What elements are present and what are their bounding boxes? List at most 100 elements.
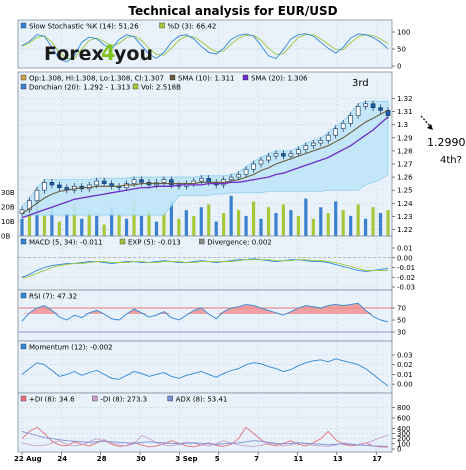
candle-body [27, 200, 32, 211]
macd-axis-tick-label: 0.00 [397, 254, 413, 262]
volume-bar [341, 210, 345, 236]
candle-body [370, 103, 376, 109]
price-legend-swatch [20, 74, 27, 81]
candle-body [288, 153, 294, 157]
macd-axis-tick-label: -0.01 [397, 264, 415, 272]
date-tick-label: 30 [136, 455, 146, 463]
candle-body [131, 179, 137, 184]
date-tick-label: 5 [215, 455, 220, 463]
volume-bar [304, 198, 308, 236]
volume-bar [169, 201, 173, 236]
candle-body [94, 180, 99, 186]
dmi-legend-swatch [167, 395, 173, 402]
candle-body [333, 128, 339, 136]
rsi-panel-frame [17, 289, 393, 342]
volume-bar [289, 210, 293, 236]
volume-tick-label: 20B [1, 203, 15, 211]
volume-bar [184, 210, 188, 236]
stochastic-legend-label: %D (3): 66.42 [168, 23, 217, 31]
dmi-axis-tick-label: 400 [397, 425, 410, 433]
date-tick-label: 3 Sep [175, 455, 197, 463]
stochastic-legend-swatch [20, 22, 27, 29]
volume-bar [251, 201, 256, 236]
date-tick-label: 28 [97, 455, 107, 463]
momentum-line [21, 358, 389, 387]
volume-bar [50, 207, 54, 236]
dmi-axis-tick-label: 0 [397, 446, 401, 454]
sma20-line [21, 116, 389, 219]
volume-tick-label: 0B [1, 233, 10, 241]
dmi-axis-tick-label: 600 [397, 414, 410, 422]
rsi-legend-swatch [20, 292, 27, 299]
volume-bar [207, 204, 211, 236]
volume-bar [177, 218, 181, 236]
candle-body [101, 180, 107, 184]
candle-body [42, 182, 47, 191]
macd-legend-swatch [199, 238, 205, 245]
volume-bar [296, 215, 300, 236]
dmi-legend-swatch [92, 395, 98, 402]
volume-bar [80, 218, 84, 236]
volume-bar [244, 215, 248, 236]
volume-bar [132, 198, 136, 236]
dmi-legend-label: -DI (8): 273.3 [100, 396, 147, 404]
chart-title: Technical analysis for EUR/USD [128, 4, 338, 18]
candle-body [198, 178, 204, 182]
logo-text-you: you [114, 43, 153, 65]
macd-axis-tick-label: 0.01 [397, 245, 413, 253]
candle-body [363, 103, 368, 107]
sma10-line [21, 109, 389, 215]
price-axis-tick-label: 1.29 [397, 134, 413, 142]
volume-bar [20, 218, 24, 236]
stochastic-axis-tick-label: 0 [397, 63, 401, 71]
macd-legend-label: EXP (5): -0.013 [128, 239, 181, 247]
candle-body [139, 179, 144, 183]
date-tick-label: 7 [254, 455, 259, 463]
price-legend-swatch [132, 83, 139, 90]
logo-text-digit: 4 [101, 41, 116, 65]
macd-legend-label: MACD (5, 34): -0.011 [29, 239, 103, 247]
volume-bar [42, 215, 47, 236]
volume-bar [274, 213, 278, 236]
macd-legend-swatch [119, 238, 126, 245]
annotation-4th: 4th? [440, 155, 462, 166]
momentum-axis-tick-label: 0.03 [397, 351, 413, 359]
dmi-line [21, 434, 389, 447]
volume-bar [266, 207, 271, 236]
candle-body [378, 107, 383, 111]
dmi-panel-frame [17, 392, 393, 453]
candle-body [325, 134, 331, 141]
trend-arrow-line [420, 115, 432, 128]
date-tick-label: 17 [372, 455, 382, 463]
date-tick-label: 24 [57, 455, 67, 463]
price-axis-tick-label: 1.26 [397, 174, 413, 182]
volume-bar [311, 218, 315, 236]
price-legend-swatch [169, 74, 176, 81]
price-legend-label: SMA (20): 1.306 [251, 75, 308, 83]
price-legend-label: Vol: 2.518B [141, 84, 181, 92]
dmi-axis-tick-label: 800 [397, 404, 410, 412]
rsi-axis-tick-label: 70 [397, 305, 406, 313]
candle-body [266, 155, 271, 161]
momentum-panel-frame [17, 340, 393, 394]
volume-bar [237, 210, 241, 236]
macd-legend-swatch [20, 238, 27, 245]
stochastic-axis-tick-label: 50 [397, 46, 406, 54]
dmi-axis-tick-label: 200 [397, 435, 410, 443]
rsi-overbought-fill [22, 303, 388, 314]
price-axis-tick-label: 1.32 [397, 95, 413, 103]
volume-bar [199, 207, 203, 236]
volume-bar [222, 213, 226, 236]
volume-bar [349, 215, 353, 236]
volume-tick-label: 30B [1, 189, 15, 197]
candle-body [243, 168, 249, 175]
volume-bar [363, 218, 368, 236]
candle-body [303, 145, 309, 150]
price-axis-tick-label: 1.28 [397, 147, 413, 155]
macd-line [21, 259, 388, 279]
volume-bar [57, 221, 61, 236]
momentum-legend-label: Momentum (12): -0.002 [29, 344, 113, 352]
volume-bar [65, 213, 69, 236]
